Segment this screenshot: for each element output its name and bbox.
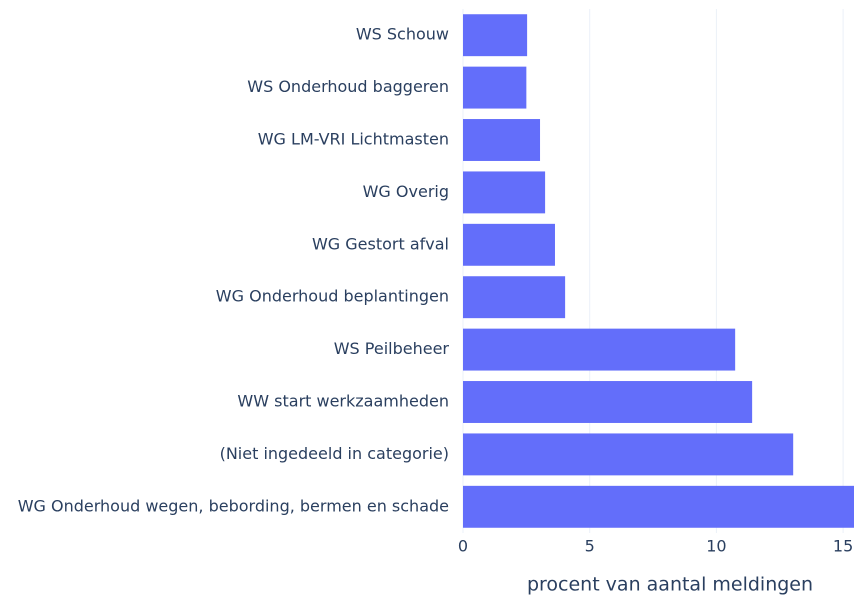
y-tick-label: WS Peilbeheer — [334, 339, 450, 358]
x-tick-label: 5 — [585, 537, 595, 556]
bar — [463, 433, 794, 476]
x-tick-label: 15 — [833, 537, 853, 556]
bar — [463, 223, 555, 266]
y-tick-label: WS Onderhoud baggeren — [247, 77, 449, 96]
y-tick-label: WS Schouw — [356, 25, 449, 44]
x-tick-label: 0 — [458, 537, 468, 556]
bar — [463, 381, 753, 423]
y-tick-label: WG Onderhoud wegen, bebording, bermen en… — [18, 496, 449, 515]
bar — [463, 485, 854, 528]
y-tick-label: WG Gestort afval — [312, 234, 449, 253]
bar — [463, 171, 546, 214]
bar — [463, 276, 566, 319]
bar — [463, 66, 527, 109]
y-tick-label: WG Onderhoud beplantingen — [216, 287, 449, 306]
y-tick-label: (Niet ingedeeld in categorie) — [220, 444, 449, 463]
bar — [463, 119, 541, 161]
y-tick-label: WG Overig — [363, 182, 449, 201]
bar — [463, 14, 528, 57]
x-axis-title: procent van aantal meldingen — [527, 574, 813, 596]
x-tick-label: 10 — [706, 537, 726, 556]
y-tick-label: WW start werkzaamheden — [237, 392, 449, 411]
bar — [463, 328, 736, 371]
y-tick-label: WG LM-VRI Lichtmasten — [258, 130, 449, 149]
